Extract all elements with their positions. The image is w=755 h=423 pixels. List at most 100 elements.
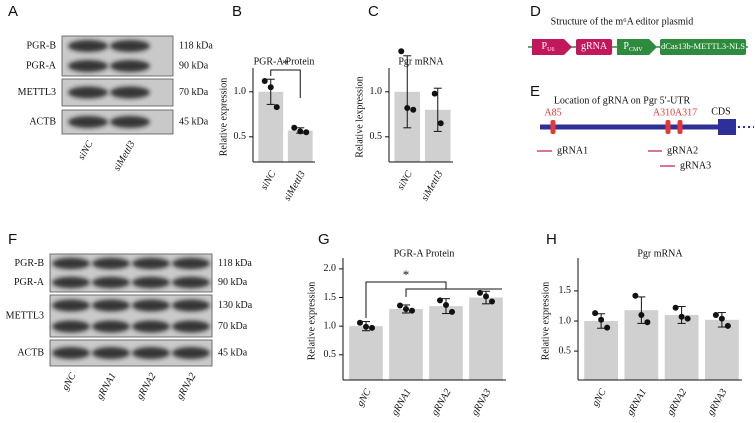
- band-protein-label: PGR-B: [27, 40, 57, 51]
- data-point: [724, 322, 731, 329]
- blot-band: [110, 60, 150, 72]
- panel-letter: E: [530, 83, 540, 100]
- guide-label: gRNA2: [667, 145, 698, 156]
- blot-band: [52, 320, 90, 333]
- bar: [469, 297, 503, 380]
- band-size-label: 90 kDa: [179, 60, 209, 71]
- site-label: A317: [675, 107, 697, 118]
- x-tick-label: gRNA2: [430, 387, 454, 418]
- data-point: [410, 106, 417, 113]
- x-tick-label: gNC: [355, 387, 374, 409]
- band-protein-label: PGR-A: [26, 60, 57, 71]
- guide-label: gRNA1: [557, 145, 588, 156]
- significance-label: *: [403, 267, 410, 282]
- blot-band: [172, 276, 210, 289]
- band-size-label: 45 kDa: [218, 347, 248, 358]
- lane-label: gRNA1: [95, 371, 119, 402]
- data-point: [718, 315, 725, 322]
- bar: [584, 321, 619, 380]
- blot-band: [132, 299, 170, 312]
- data-point: [403, 305, 409, 312]
- error-bar: [266, 78, 275, 105]
- lane-label: gRNA2: [135, 371, 159, 402]
- plasmid-element: [660, 39, 746, 55]
- band-size-label: 45 kDa: [179, 116, 209, 127]
- x-tick-label: siMettl3: [282, 169, 308, 203]
- band-size-label: 118 kDa: [218, 258, 252, 269]
- blot-band: [92, 347, 130, 359]
- band-size-label: 70 kDa: [218, 321, 248, 332]
- band-size-label: 90 kDa: [218, 277, 248, 288]
- x-tick-label: gRNA1: [625, 387, 649, 418]
- blot-band: [172, 299, 210, 312]
- band-protein-label: PGR-B: [15, 258, 45, 269]
- significance-bracket: [365, 281, 447, 318]
- bar: [704, 319, 739, 380]
- lane-label: gRNA2: [175, 371, 199, 402]
- x-tick-label: gRNA3: [705, 387, 729, 418]
- x-tick-label: gRNA3: [470, 387, 494, 418]
- element-label: gRNA: [581, 41, 608, 52]
- bar: [389, 308, 423, 380]
- region-label: CDS: [711, 106, 730, 117]
- blot-band: [68, 60, 108, 72]
- blot-band: [172, 320, 210, 333]
- plasmid-element: [576, 39, 612, 55]
- blot-band: [52, 276, 90, 289]
- data-point: [363, 323, 369, 330]
- y-tick-label: 2.0: [324, 263, 337, 274]
- panel-letter: A: [8, 3, 18, 20]
- bar: [429, 306, 463, 380]
- lane-label: siMettl3: [112, 139, 138, 173]
- data-point: [443, 301, 449, 308]
- panel-letter: C: [368, 3, 379, 20]
- panel-letter: F: [8, 231, 17, 248]
- data-point: [431, 90, 438, 97]
- data-point: [483, 293, 489, 300]
- blot-band: [52, 299, 90, 312]
- significance-bracket: [405, 288, 502, 297]
- lane-label: gNC: [60, 371, 79, 393]
- data-point: [357, 319, 363, 326]
- x-tick-label: siNC: [259, 169, 279, 192]
- blot-band: [92, 299, 130, 312]
- y-tick-label: 1.0: [370, 86, 383, 97]
- data-point: [437, 297, 443, 304]
- panel-letter: B: [232, 3, 242, 20]
- blot-band: [172, 347, 210, 359]
- element-name: dCas13b-METTL3-NLS: [661, 41, 745, 51]
- data-point: [592, 310, 599, 317]
- element-name: P: [623, 41, 629, 52]
- element-name: gRNA: [581, 41, 608, 52]
- y-tick-label: 0.5: [234, 131, 247, 142]
- promoter-arrow: [617, 39, 657, 55]
- data-point: [404, 105, 411, 111]
- significance-label: *: [282, 56, 289, 71]
- panel-letter: H: [546, 231, 557, 248]
- error-bar: [637, 296, 646, 324]
- data-point: [303, 129, 310, 136]
- chart-title: Pgr mRNA: [637, 248, 683, 259]
- element-label: PU6: [542, 41, 555, 53]
- data-point: [267, 84, 274, 91]
- y-axis-label: Relative expression: [306, 282, 317, 361]
- diagram-title: Structure of the m⁶A editor plasmid: [551, 16, 694, 27]
- band-size-label: 118 kDa: [179, 40, 213, 51]
- data-point: [638, 311, 645, 318]
- blot-band: [68, 116, 108, 128]
- blot-band: [110, 86, 150, 99]
- element-label: dCas13b-METTL3-NLS: [661, 41, 745, 51]
- data-point: [678, 313, 685, 320]
- y-axis-label: Relative lexpression: [354, 76, 365, 157]
- blot-band: [132, 257, 170, 270]
- x-tick-label: gNC: [590, 387, 609, 409]
- x-tick-label: siMettl3: [419, 169, 445, 203]
- data-point: [397, 302, 403, 309]
- y-tick-label: 0.5: [370, 131, 383, 142]
- data-point: [369, 324, 375, 331]
- blot-band: [52, 347, 90, 359]
- site-marker: [550, 120, 556, 134]
- y-tick-label: 1.0: [559, 315, 572, 326]
- data-point: [261, 78, 268, 84]
